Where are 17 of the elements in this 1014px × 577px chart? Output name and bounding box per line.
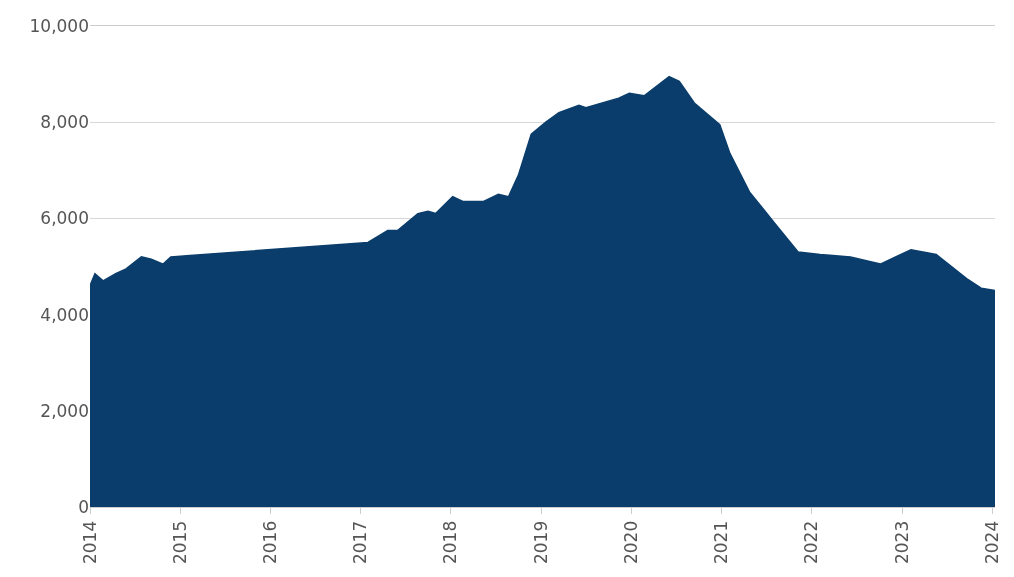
x-tick-label: 2021	[711, 520, 732, 565]
x-tick-label: 2014	[79, 520, 100, 565]
y-tick-label: 10,000	[29, 15, 89, 36]
y-tick-label: 6,000	[40, 208, 89, 229]
x-tick-label: 2015	[169, 520, 190, 565]
x-tick-label: 2022	[801, 520, 822, 565]
x-tick-label: 2023	[891, 520, 912, 565]
y-tick-label: 0	[78, 496, 89, 517]
x-tick-label: 2019	[530, 520, 551, 565]
y-tick-label: 2,000	[40, 400, 89, 421]
x-tick-label: 2024	[981, 520, 1002, 565]
x-tick-label: 2017	[350, 520, 371, 565]
y-tick-label: 4,000	[40, 304, 89, 325]
x-tick-label: 2020	[620, 520, 641, 565]
x-tick-label: 2016	[259, 520, 280, 565]
y-tick-label: 8,000	[40, 112, 89, 133]
x-tick-label: 2018	[440, 520, 461, 565]
